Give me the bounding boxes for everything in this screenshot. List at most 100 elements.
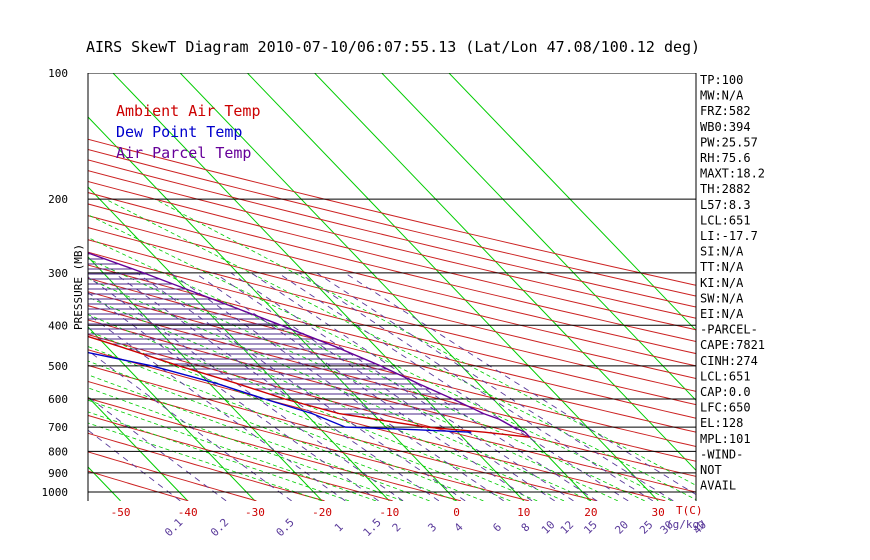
dry-adiabat-300 [88, 349, 666, 501]
plot-area [88, 73, 696, 501]
mixing-ratio-line-4 [136, 272, 466, 501]
cape-hatch-area [88, 253, 485, 415]
profile-series [88, 252, 531, 438]
side-label: EI:N/A [700, 307, 744, 321]
mixing-ratio-tick-label: 0.2 [208, 516, 231, 539]
moist-adiabat-20 [88, 278, 592, 501]
chart-title: AIRS SkewT Diagram 2010-07-10/06:07:55.1… [86, 38, 700, 56]
moist-adiabat-32 [88, 214, 672, 501]
pressure-tick-label: 600 [48, 393, 68, 406]
pressure-tick-label: 1000 [42, 486, 69, 499]
moist-adiabat-8 [88, 330, 511, 501]
y-axis-label: PRESSURE (MB) [72, 244, 85, 330]
side-label: WB0:394 [700, 120, 751, 134]
mixing-ratio-line-0.1 [88, 429, 181, 501]
pressure-tick-label: 300 [48, 267, 68, 280]
dry-adiabat-250 [88, 432, 325, 501]
mixing-ratio-axis: 0.1 0.2 0.5 1 1.5 2 3 4 6 8 10 12 15 20 25 30 40 [162, 516, 709, 539]
dry-adiabat-360 [88, 264, 696, 419]
side-label: AVAIL [700, 479, 736, 493]
side-label: LFC:650 [700, 401, 751, 415]
moist-adiabat-12 [88, 314, 538, 501]
side-label: CAP:0.0 [700, 385, 751, 399]
mixing-ratio-tick-label: 20 [612, 518, 631, 537]
side-label: LCL:651 [700, 213, 751, 227]
bottom-temp-tick-label: -30 [245, 506, 265, 519]
series-line-0 [88, 335, 530, 438]
dry-adiabat-lines [88, 138, 696, 501]
dry-adiabat-280 [88, 380, 530, 501]
mixing-ratio-tick-label: 0.1 [162, 516, 185, 539]
side-label: LCL:651 [700, 369, 751, 383]
legend: Ambient Air Temp Dew Point Temp Air Parcel… [116, 102, 261, 162]
moist-adiabat-24 [88, 258, 618, 501]
isotherm-0 [88, 116, 457, 501]
side-label: MW:N/A [700, 89, 744, 103]
isotherm-40 [313, 73, 696, 472]
isotherm-60 [448, 73, 696, 332]
moist-adiabat-4 [88, 346, 484, 501]
legend-entry: Dew Point Temp [116, 123, 242, 141]
bottom-temp-tick-label: -40 [178, 506, 198, 519]
pressure-tick-label: 900 [48, 467, 68, 480]
series-line-1 [88, 351, 472, 433]
moist-adiabat-0 [88, 360, 457, 501]
dry-adiabat-240 [88, 451, 257, 501]
series-line-2 [88, 252, 531, 438]
moist-adiabat--8 [88, 387, 403, 501]
bottom-temp-tick-label: 30 [651, 506, 664, 519]
mixing-ratio-tick-label: 1 [332, 521, 346, 535]
mixing-ratio-line-40 [344, 272, 696, 496]
pressure-tick-label: 100 [48, 67, 68, 80]
mixing-ratio-line-8 [194, 272, 533, 501]
dry-adiabat-420 [88, 192, 696, 343]
pressure-tick-label: 800 [48, 445, 68, 458]
mixing-ratio-tick-label: 4 [452, 520, 466, 534]
moist-adiabat--12 [88, 399, 377, 501]
dry-adiabat-430 [88, 180, 696, 331]
dry-adiabat-470 [88, 138, 696, 286]
dry-adiabat-230 [88, 470, 189, 501]
moist-adiabat-28 [88, 237, 645, 501]
moist-adiabat-36 [105, 198, 696, 501]
dry-adiabat-460 [88, 148, 696, 297]
side-label: FRZ:582 [700, 104, 751, 118]
side-label: CINH:274 [700, 354, 758, 368]
side-label: KI:N/A [700, 276, 744, 290]
side-label: TT:N/A [700, 260, 744, 274]
side-label: SI:N/A [700, 245, 744, 259]
dry-adiabat-310 [88, 334, 696, 493]
dry-adiabat-440 [88, 170, 696, 319]
mixing-ratio-line-25 [298, 272, 654, 501]
side-label: L57:8.3 [700, 198, 751, 212]
isotherm--10 [88, 186, 390, 501]
side-label: MAXT:18.2 [700, 167, 765, 181]
isotherm-10 [112, 73, 525, 501]
bottom-temp-tick-label: 10 [517, 506, 530, 519]
dry-adiabat-380 [88, 239, 696, 392]
dry-adiabat-370 [88, 251, 696, 406]
pressure-tick-label: 200 [48, 193, 68, 206]
moist-adiabat-40 [154, 198, 696, 486]
bottom-temperature-axis: -50 -40 -30 -20 -10 0 10 20 30 [111, 506, 665, 519]
side-label: -PARCEL- [700, 323, 758, 337]
mixing-ratio-tick-label: 10 [539, 518, 558, 537]
side-label: NOT [700, 463, 722, 477]
dry-adiabat-450 [88, 159, 696, 308]
mixing-ratio-tick-label: 8 [519, 521, 533, 535]
side-label: MPL:101 [700, 432, 751, 446]
bottom-temp-tick-label: -20 [312, 506, 332, 519]
isobar-lines [88, 73, 696, 493]
side-label: LI:-17.7 [700, 229, 758, 243]
mixing-ratio-tick-label: 25 [637, 518, 656, 537]
isotherm-50 [381, 73, 696, 402]
x-axis-label-temp: T(C) [676, 504, 703, 517]
mixing-ratio-line-3 [113, 272, 440, 501]
dry-adiabat-260 [88, 414, 393, 501]
side-label: PW:25.57 [700, 135, 758, 149]
mixing-ratio-line-12 [230, 272, 574, 501]
dry-adiabat-410 [88, 203, 696, 355]
mixing-ratio-tick-label: 12 [558, 518, 577, 537]
